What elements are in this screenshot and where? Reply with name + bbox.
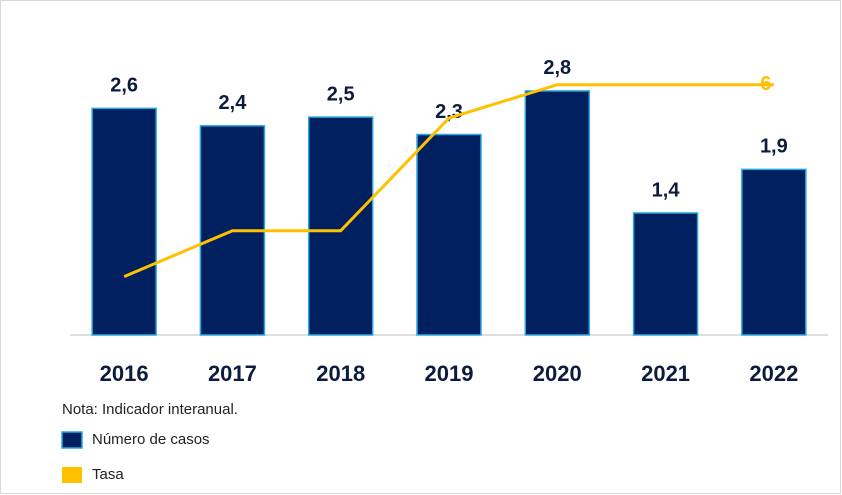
- bar: [524, 90, 591, 336]
- x-tick-label: 2017: [208, 361, 257, 386]
- x-tick-label: 2022: [749, 361, 798, 386]
- bar: [632, 212, 699, 336]
- bar: [307, 116, 374, 336]
- bar: [91, 107, 157, 336]
- legend-swatch: [62, 467, 82, 483]
- note: Nota: Indicador interanual.: [62, 401, 238, 418]
- data-label: 2,4: [219, 92, 248, 114]
- x-tick-label: 2018: [316, 361, 365, 386]
- x-tick-label: 2019: [425, 361, 474, 386]
- bar: [416, 133, 482, 336]
- line: [123, 83, 774, 278]
- legend-swatch: [61, 431, 83, 449]
- legend-label: Número de casos: [92, 431, 210, 448]
- legend-label: Tasa: [92, 466, 124, 483]
- data-label: 2,5: [327, 83, 355, 105]
- x-tick-label: 2016: [100, 361, 149, 386]
- data-label: 2,8: [543, 57, 571, 79]
- data-label: 1,9: [760, 136, 788, 158]
- data-label: 1,4: [652, 179, 681, 201]
- bar: [741, 168, 807, 336]
- data-label: 6: [760, 73, 771, 95]
- data-label: 2,6: [110, 75, 138, 97]
- x-tick-label: 2021: [641, 361, 690, 386]
- x-tick-label: 2020: [533, 361, 582, 386]
